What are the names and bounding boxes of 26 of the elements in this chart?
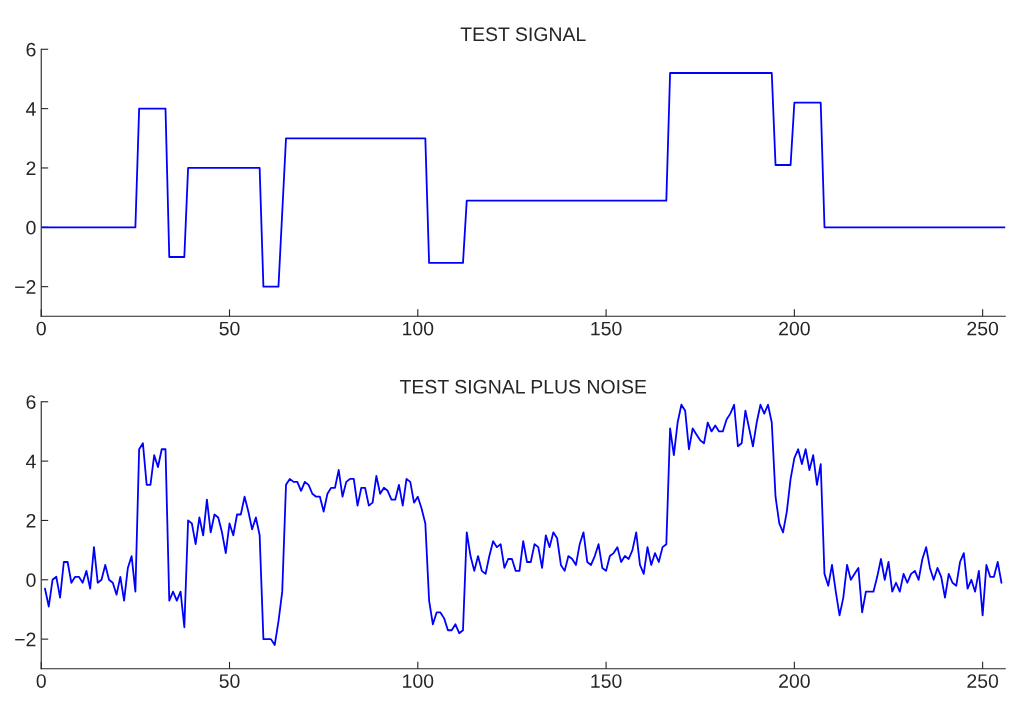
- x-tick-label: 250: [967, 674, 999, 688]
- chart-title: TEST SIGNAL PLUS NOISE: [399, 379, 647, 394]
- y-tick-label: −2: [15, 632, 36, 647]
- y-tick-label: 4: [26, 454, 36, 469]
- y-tick-label: 6: [26, 395, 36, 409]
- x-tick-label: 100: [403, 321, 434, 336]
- y-tick-label: 4: [26, 102, 36, 116]
- x-tick-label: 50: [219, 321, 240, 336]
- y-tick-label: 2: [26, 513, 36, 528]
- x-tick-label: 100: [403, 674, 434, 688]
- line-series: [41, 72, 1006, 288]
- y-tick-label: 2: [26, 161, 36, 176]
- x-tick-label: 0: [36, 321, 46, 336]
- line-series: [44, 403, 1003, 646]
- y-tick-label: −2: [15, 280, 36, 294]
- x-tick-label: 150: [591, 321, 622, 336]
- chart-title: TEST SIGNAL: [460, 27, 586, 42]
- x-tick-label: 0: [36, 674, 46, 688]
- x-tick-label: 250: [967, 321, 999, 336]
- y-tick-label: 0: [26, 220, 36, 235]
- x-tick-label: 200: [779, 674, 810, 688]
- y-tick-label: 0: [26, 573, 36, 588]
- y-tick-label: 6: [26, 42, 36, 57]
- x-tick-label: 150: [591, 674, 622, 688]
- x-tick-label: 200: [779, 321, 810, 336]
- x-tick-label: 50: [219, 674, 240, 688]
